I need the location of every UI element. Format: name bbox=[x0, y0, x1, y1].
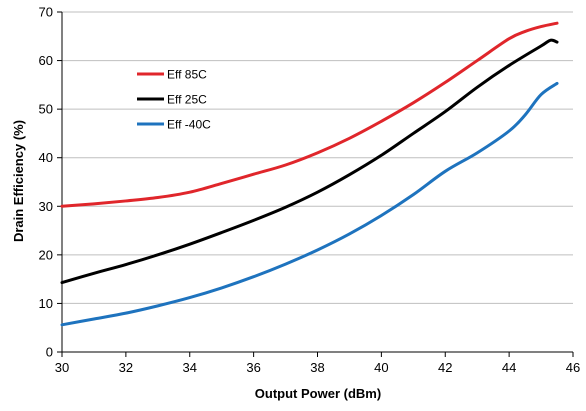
y-tick-label: 40 bbox=[39, 150, 53, 165]
x-tick-label: 46 bbox=[566, 360, 580, 375]
y-tick-label: 20 bbox=[39, 247, 53, 262]
legend-label-1: Eff 85C bbox=[167, 68, 207, 82]
x-tick-label: 42 bbox=[438, 360, 452, 375]
y-tick-label: 10 bbox=[39, 296, 53, 311]
y-tick-label: 60 bbox=[39, 53, 53, 68]
x-tick-label: 32 bbox=[119, 360, 133, 375]
series-line-3 bbox=[60, 81, 559, 327]
y-tick-label: 50 bbox=[39, 102, 53, 117]
x-tick-label: 36 bbox=[246, 360, 260, 375]
legend: Eff 85C Eff 25C Eff -40C bbox=[137, 68, 211, 132]
axes: 0 10 20 30 40 50 60 70 30 32 34 36 38 40 42 44 46 bbox=[39, 5, 581, 376]
legend-label-3: Eff -40C bbox=[167, 118, 211, 132]
x-tick-label: 34 bbox=[183, 360, 197, 375]
series-line-1 bbox=[60, 21, 559, 208]
x-tick-label: 30 bbox=[55, 360, 69, 375]
x-tick-label: 40 bbox=[374, 360, 388, 375]
series-line-2 bbox=[60, 38, 559, 285]
legend-label-2: Eff 25C bbox=[167, 93, 207, 107]
gridlines bbox=[62, 11, 573, 304]
y-tick-label: 30 bbox=[39, 199, 53, 214]
data-series bbox=[60, 21, 559, 327]
y-tick-label: 70 bbox=[39, 5, 53, 20]
x-axis-title: Output Power (dBm) bbox=[255, 386, 381, 401]
y-axis-title: Drain Efficiency (%) bbox=[11, 120, 26, 242]
x-tick-label: 44 bbox=[502, 360, 516, 375]
x-tick-label: 38 bbox=[310, 360, 324, 375]
y-tick-label: 0 bbox=[46, 345, 53, 360]
